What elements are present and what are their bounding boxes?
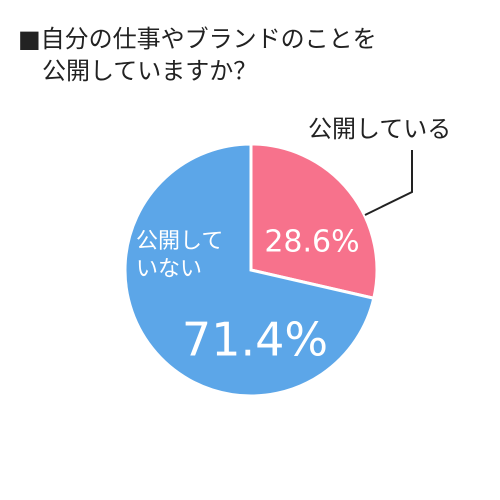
value-label: 71.4%: [182, 313, 328, 367]
value-label: 28.6%: [264, 225, 359, 260]
chart-title: ■自分の仕事やブランドのことを: [18, 25, 377, 53]
pie-slice: [249, 142, 379, 301]
pie-slice: [123, 142, 376, 398]
legend-label: 公開している: [308, 115, 451, 143]
chart-title: 公開していますか？: [42, 57, 257, 85]
leader-line: [364, 150, 413, 216]
slice-label: 公開していない: [136, 229, 224, 282]
